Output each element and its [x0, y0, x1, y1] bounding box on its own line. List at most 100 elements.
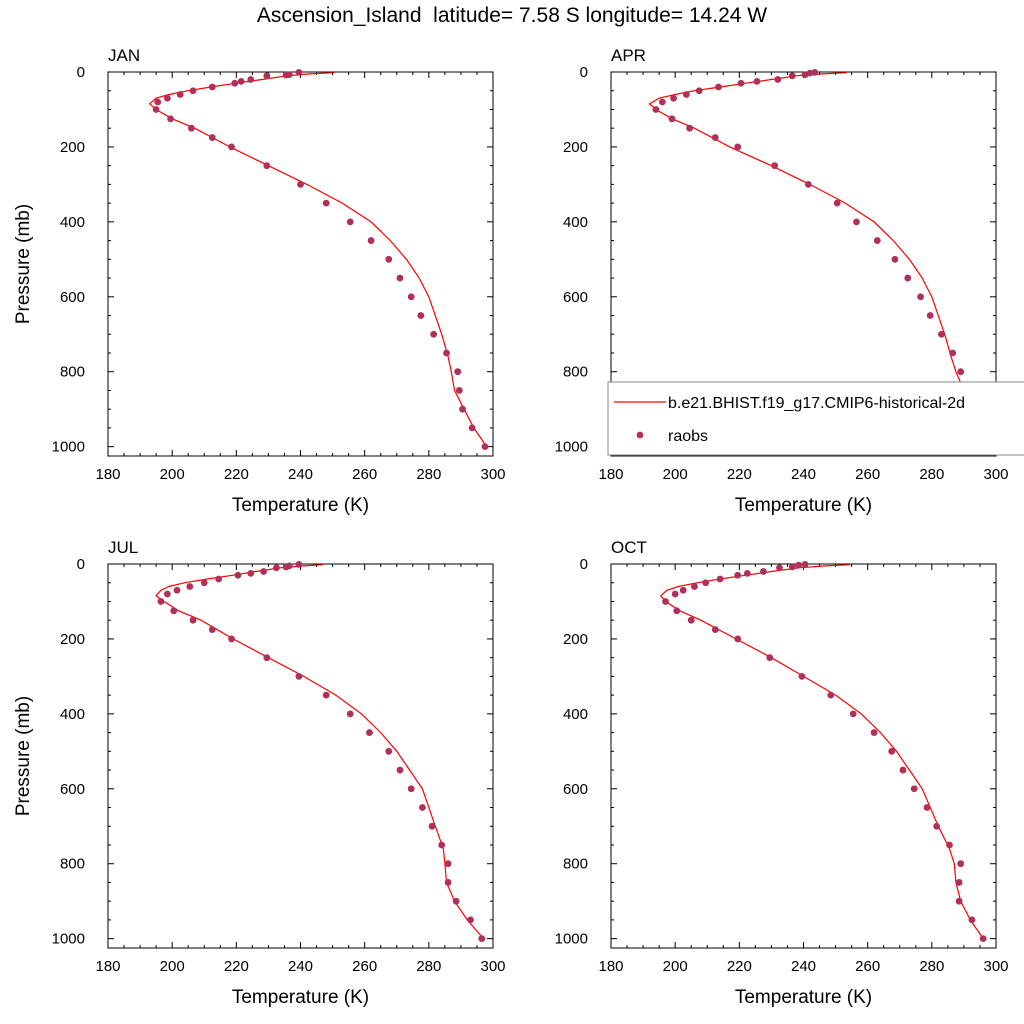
- raobs-point: [481, 443, 489, 451]
- y-tick-label: 0: [580, 64, 588, 81]
- raobs-point: [682, 91, 690, 98]
- raobs-point: [801, 71, 809, 79]
- raobs-point: [801, 560, 809, 568]
- raobs-point: [788, 72, 796, 80]
- legend-model-label: b.e21.BHIST.f19_g17.CMIP6-historical-2d: [668, 395, 965, 412]
- model-profile-line: [659, 564, 984, 939]
- raobs-point: [467, 916, 474, 924]
- raobs-point: [237, 77, 245, 85]
- raobs-point: [417, 312, 425, 319]
- raobs-point: [282, 563, 290, 571]
- raobs-point: [695, 87, 703, 95]
- raobs-point: [734, 143, 742, 151]
- x-tick-label: 300: [983, 958, 1008, 975]
- raobs-point: [776, 564, 783, 572]
- y-tick-label: 600: [563, 289, 588, 306]
- raobs-point: [968, 916, 976, 924]
- raobs-point: [917, 293, 925, 301]
- raobs-point: [979, 935, 987, 943]
- y-axis-title: Pressure (mb): [13, 204, 34, 324]
- raobs-point: [295, 560, 303, 568]
- y-tick-label: 1000: [52, 931, 85, 948]
- x-tick-label: 260: [855, 958, 880, 975]
- y-tick-label: 200: [60, 139, 85, 156]
- raobs-point: [891, 255, 899, 263]
- panel-label: JUL: [108, 538, 138, 557]
- raobs-point: [167, 115, 174, 123]
- x-tick-label: 240: [288, 466, 313, 483]
- x-axis-title: Temperature (K): [735, 987, 872, 1008]
- x-tick-label: 220: [224, 958, 249, 975]
- raobs-point: [662, 598, 669, 605]
- legend-marker-swatch: [636, 431, 644, 439]
- raobs-point: [873, 237, 881, 244]
- raobs-point: [926, 312, 934, 319]
- raobs-point: [668, 115, 676, 123]
- x-tick-label: 220: [727, 466, 752, 483]
- y-tick-label: 800: [60, 856, 85, 873]
- raobs-point: [737, 79, 745, 87]
- raobs-point: [297, 180, 304, 188]
- raobs-point: [438, 841, 446, 849]
- page-title: Ascension_Island latitude= 7.58 S longit…: [256, 4, 768, 27]
- raobs-point: [766, 654, 774, 662]
- x-axis-title: Temperature (K): [232, 987, 369, 1008]
- raobs-point: [715, 83, 722, 91]
- x-tick-label: 220: [727, 958, 752, 975]
- raobs-point: [788, 563, 796, 571]
- raobs-point: [208, 83, 216, 91]
- raobs-point: [322, 199, 330, 207]
- raobs-point: [263, 72, 271, 80]
- raobs-point: [679, 586, 687, 594]
- raobs-point: [774, 76, 782, 83]
- raobs-point: [228, 143, 235, 151]
- raobs-point: [157, 598, 165, 605]
- raobs-point: [933, 822, 941, 830]
- x-tick-label: 200: [160, 466, 185, 483]
- raobs-point: [910, 785, 918, 793]
- raobs-point: [189, 616, 197, 624]
- panel-label: JAN: [108, 46, 140, 65]
- y-tick-label: 200: [60, 631, 85, 648]
- raobs-point: [186, 583, 194, 590]
- raobs-point: [396, 766, 404, 774]
- y-tick-label: 0: [77, 556, 85, 573]
- raobs-point: [798, 672, 806, 680]
- raobs-point: [263, 654, 271, 662]
- raobs-point: [904, 274, 912, 282]
- raobs-point: [753, 77, 761, 85]
- raobs-point: [152, 106, 160, 113]
- raobs-point: [899, 766, 907, 774]
- raobs-point: [888, 747, 896, 755]
- y-tick-label: 200: [563, 139, 588, 156]
- raobs-point: [176, 91, 184, 98]
- x-tick-label: 180: [95, 466, 120, 483]
- raobs-point: [263, 162, 271, 170]
- raobs-point: [870, 729, 878, 736]
- x-tick-label: 300: [480, 958, 505, 975]
- raobs-point: [671, 590, 679, 598]
- raobs-point: [228, 635, 235, 643]
- plot-frame: [107, 71, 494, 457]
- x-tick-label: 260: [352, 958, 377, 975]
- raobs-point: [322, 691, 330, 699]
- y-tick-label: 400: [563, 706, 588, 723]
- raobs-point: [215, 575, 223, 583]
- x-tick-label: 220: [224, 466, 249, 483]
- x-tick-label: 260: [352, 466, 377, 483]
- raobs-point: [170, 607, 178, 615]
- raobs-point: [804, 180, 812, 188]
- raobs-point: [346, 218, 354, 226]
- legend: b.e21.BHIST.f19_g17.CMIP6-historical-2dr…: [607, 381, 1024, 456]
- raobs-point: [734, 571, 742, 579]
- x-axis-title: Temperature (K): [232, 495, 369, 516]
- panel-label: APR: [611, 46, 646, 65]
- raobs-point: [687, 616, 695, 624]
- raobs-point: [833, 199, 841, 207]
- raobs-point: [734, 635, 742, 643]
- raobs-point: [173, 586, 181, 594]
- x-tick-label: 200: [663, 466, 688, 483]
- model-profile-line: [155, 564, 484, 939]
- raobs-point: [163, 94, 171, 102]
- raobs-point: [691, 583, 698, 590]
